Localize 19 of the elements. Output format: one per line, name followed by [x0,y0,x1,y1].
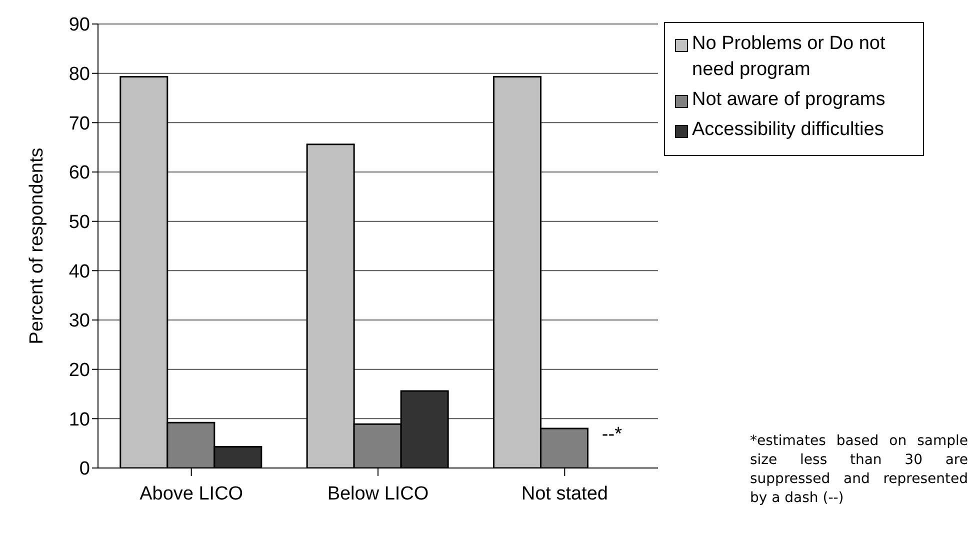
y-axis-title: Percent of respondents [26,148,48,344]
y-tick-label: 0 [79,458,90,480]
text: *estimates based on sample size less than 30 are suppressed and represented by a dash (--) [750,432,968,508]
y-tick-label: 30 [68,310,90,332]
y-tick-label: 20 [68,360,90,382]
y-tick-label: 70 [68,113,90,134]
y-tick-label: 40 [68,261,90,282]
legend-label: Accessibility difficulties [692,118,884,142]
x-tick-label: Above LICO [140,483,244,504]
y-tick-label: 50 [68,212,90,234]
x-tick-label: Below LICO [327,483,429,504]
text: --* [602,424,622,445]
x-tick-label: Not stated [521,483,608,504]
y-tick-label: 10 [68,409,90,430]
legend-label: Not aware of programs [692,88,886,112]
y-tick-label: 60 [68,162,90,184]
legend-label: No Problems or Do not need program [692,32,886,82]
y-tick-label: 80 [68,64,90,86]
y-tick-label: 90 [68,14,90,36]
